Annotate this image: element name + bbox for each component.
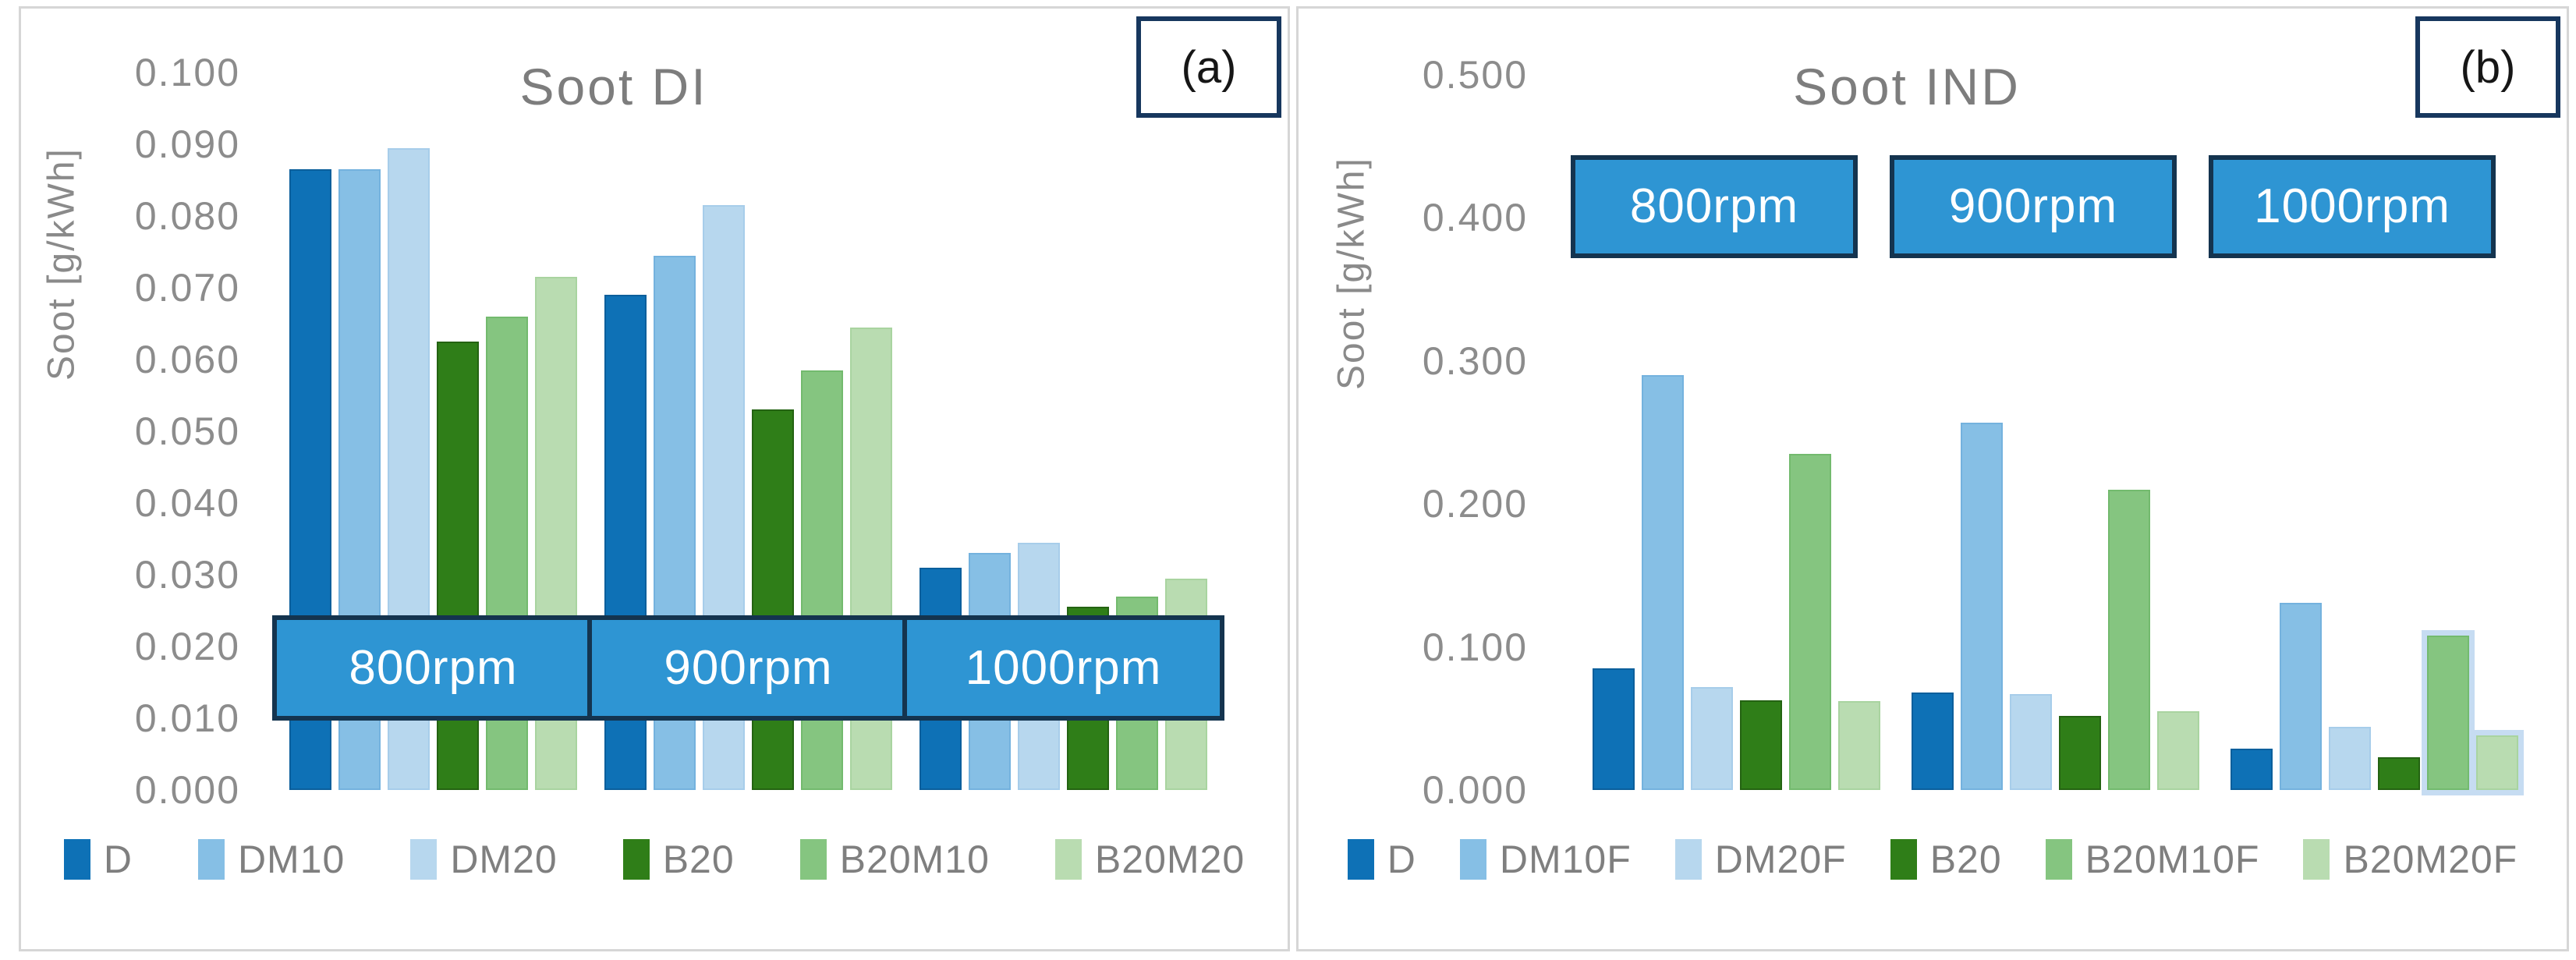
- legend-item-DM10F: DM10F: [1459, 837, 1632, 882]
- y-axis-ticks: 0.100 0.090 0.080 0.070 0.060 0.050 0.040 0.030…: [53, 9, 240, 954]
- bar-DM20F-800rpm: [1691, 687, 1733, 790]
- legend-label: DM20: [450, 838, 558, 881]
- legend-label: D: [103, 838, 133, 881]
- y-tick-label: 0.080: [134, 194, 240, 238]
- y-tick-label: 0.020: [134, 625, 240, 668]
- legend-item-B20: B20: [622, 837, 735, 882]
- bar-B20-800rpm: [437, 342, 479, 790]
- y-tick-label: 0.010: [134, 696, 240, 740]
- legend-swatch-D: [63, 839, 90, 880]
- legend-label: DM10F: [1499, 838, 1632, 881]
- legend-item-D: D: [1347, 837, 1416, 882]
- legend-label: DM10: [237, 838, 345, 881]
- bar-B20-900rpm: [2059, 716, 2101, 790]
- legend: D DM10 DM20 B20 B20M10 B20M20: [21, 837, 1288, 882]
- subfigure-label-box: (b): [2415, 16, 2560, 118]
- bar-group-1000rpm: [2231, 75, 2518, 790]
- bar-D-900rpm: [1912, 693, 1954, 790]
- legend-label: B20: [662, 838, 735, 881]
- legend-swatch-DM10: [197, 839, 225, 880]
- y-tick-label: 0.000: [1422, 768, 1528, 812]
- legend-item-B20M10F: B20M10F: [2045, 837, 2260, 882]
- chart-title: Soot IND: [1793, 58, 2021, 115]
- bar-B20-900rpm: [752, 409, 794, 790]
- panel-soot-ind: Soot [g/kWh] Soot IND (b) 0.500 0.400 0.30…: [1296, 6, 2569, 951]
- category-label-900rpm: 900rpm: [587, 615, 909, 721]
- y-tick-label: 0.030: [134, 553, 240, 597]
- bar-group-800rpm: [1593, 75, 1880, 790]
- category-label-900rpm: 900rpm: [1890, 154, 2177, 258]
- legend-label: DM20F: [1714, 838, 1847, 881]
- y-tick-label: 0.040: [134, 481, 240, 525]
- y-tick-label: 0.050: [134, 409, 240, 453]
- legend-swatch-B20M10: [799, 839, 827, 880]
- bar-B20M20F-800rpm: [1838, 701, 1880, 790]
- y-tick-label: 0.100: [1422, 625, 1528, 669]
- bar-B20M20F-900rpm: [2157, 711, 2199, 790]
- legend-label: B20M20F: [2343, 838, 2518, 881]
- subfigure-label: (a): [1181, 41, 1237, 93]
- bar-DM20F-1000rpm: [2329, 727, 2371, 790]
- y-tick-label: 0.200: [1422, 482, 1528, 526]
- legend-swatch-DM10F: [1459, 839, 1486, 880]
- bar-DM10F-1000rpm: [2280, 603, 2322, 790]
- panel-soot-di: Soot [g/kWh] Soot DI (a) 0.100 0.090 0.080…: [19, 6, 1290, 951]
- y-tick-label: 0.000: [134, 768, 240, 812]
- legend-swatch-B20M20: [1054, 839, 1082, 880]
- legend-swatch-D: [1347, 839, 1374, 880]
- legend-label: B20M10: [839, 838, 990, 881]
- bar-B20M10F-900rpm: [2108, 490, 2150, 790]
- bar-DM10F-900rpm: [1961, 423, 2003, 790]
- legend-item-B20: B20: [1890, 837, 2002, 882]
- bar-B20-800rpm: [1740, 700, 1782, 790]
- legend-item-B20M20F: B20M20F: [2303, 837, 2518, 882]
- bar-D-1000rpm: [2231, 749, 2273, 790]
- bar-B20M20F-1000rpm: [2476, 735, 2518, 790]
- plot-area: [1593, 75, 2518, 790]
- y-tick-label: 0.400: [1422, 196, 1528, 240]
- legend-swatch-DM20: [410, 839, 438, 880]
- bar-B20M10F-1000rpm: [2427, 636, 2469, 790]
- bar-DM20F-900rpm: [2010, 694, 2052, 790]
- legend-label: D: [1387, 838, 1416, 881]
- category-label-800rpm: 800rpm: [272, 615, 594, 721]
- legend-item-DM20: DM20: [410, 837, 557, 882]
- bar-DM10F-800rpm: [1642, 375, 1684, 790]
- bar-group-900rpm: [1912, 75, 2199, 790]
- subfigure-label-box: (a): [1136, 16, 1281, 118]
- bar-D-800rpm: [1593, 668, 1635, 790]
- legend-label: B20M20: [1094, 838, 1245, 881]
- y-tick-label: 0.500: [1422, 53, 1528, 97]
- bar-B20M10-900rpm: [801, 370, 843, 790]
- bar-B20-1000rpm: [2378, 757, 2420, 790]
- legend-item-D: D: [63, 837, 133, 882]
- y-tick-label: 0.090: [134, 122, 240, 166]
- legend-label: B20M10F: [2085, 838, 2260, 881]
- legend-swatch-B20: [1890, 839, 1917, 880]
- y-tick-label: 0.070: [134, 266, 240, 310]
- y-axis-ticks: 0.500 0.400 0.300 0.200 0.100 0.000: [1341, 9, 1528, 954]
- legend-swatch-B20M20F: [2303, 839, 2330, 880]
- legend: D DM10F DM20F B20 B20M10F B20M20F: [1299, 837, 2567, 882]
- legend-swatch-B20: [622, 839, 650, 880]
- category-label-1000rpm: 1000rpm: [902, 615, 1224, 721]
- legend-item-DM20F: DM20F: [1674, 837, 1847, 882]
- category-label-1000rpm: 1000rpm: [2209, 154, 2496, 258]
- legend-item-DM10: DM10: [197, 837, 345, 882]
- y-tick-label: 0.300: [1422, 338, 1528, 383]
- chart-title: Soot DI: [519, 58, 708, 115]
- subfigure-label: (b): [2460, 41, 2516, 93]
- legend-swatch-B20M10F: [2045, 839, 2072, 880]
- legend-label: B20: [1929, 838, 2002, 881]
- bar-B20M20-900rpm: [850, 328, 892, 790]
- y-tick-label: 0.060: [134, 338, 240, 381]
- category-label-800rpm: 800rpm: [1571, 154, 1858, 258]
- legend-item-B20M20: B20M20: [1054, 837, 1245, 882]
- y-tick-label: 0.100: [134, 51, 240, 94]
- legend-swatch-DM20F: [1674, 839, 1702, 880]
- bar-B20M10F-800rpm: [1789, 454, 1831, 790]
- legend-item-B20M10: B20M10: [799, 837, 990, 882]
